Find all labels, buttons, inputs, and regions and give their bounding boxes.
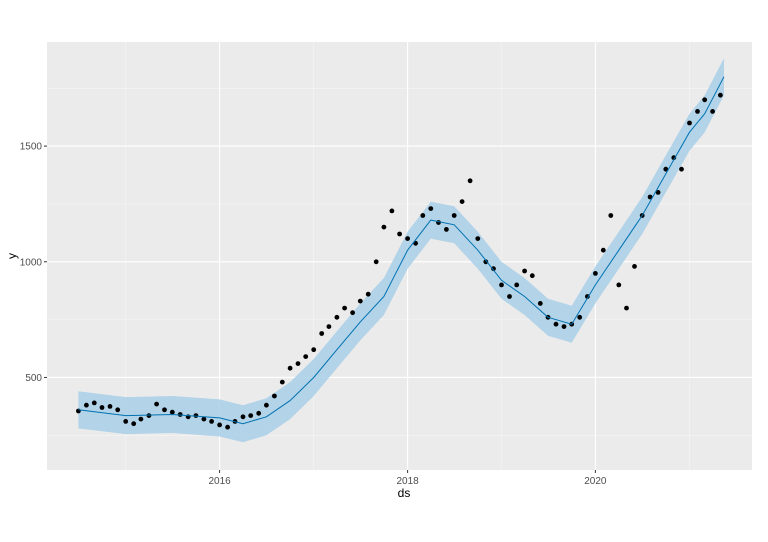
- data-point: [357, 298, 363, 304]
- data-point: [240, 414, 246, 420]
- data-point: [326, 324, 332, 329]
- data-point: [107, 404, 113, 409]
- data-point: [397, 231, 402, 237]
- data-point: [679, 166, 684, 172]
- data-point: [577, 314, 583, 320]
- data-point: [248, 413, 254, 418]
- data-point: [537, 301, 543, 306]
- data-point: [154, 401, 160, 407]
- y-tick-label: 500: [25, 373, 42, 384]
- data-point: [264, 402, 269, 408]
- data-point: [311, 347, 317, 353]
- data-point: [459, 199, 465, 205]
- data-point: [483, 259, 489, 265]
- data-point: [529, 273, 535, 279]
- data-point: [84, 402, 89, 408]
- data-point: [162, 407, 167, 413]
- data-point: [499, 282, 504, 288]
- x-tick-label: 2016: [208, 476, 231, 487]
- data-point: [663, 166, 669, 172]
- data-point: [217, 422, 223, 428]
- data-point: [608, 213, 614, 218]
- data-point: [91, 400, 97, 406]
- data-point: [303, 354, 309, 359]
- data-point: [138, 416, 144, 422]
- data-point: [177, 412, 183, 417]
- data-point: [334, 314, 340, 320]
- data-point: [522, 268, 527, 274]
- data-point: [561, 324, 567, 329]
- y-axis-title: y: [5, 253, 19, 259]
- data-point: [272, 393, 277, 399]
- data-point: [405, 236, 410, 242]
- y-tick-label: 1500: [20, 142, 43, 153]
- data-point: [381, 224, 387, 230]
- data-point: [76, 408, 81, 414]
- data-point: [710, 109, 715, 114]
- data-point: [373, 259, 379, 265]
- data-point: [655, 190, 661, 195]
- data-point: [491, 266, 496, 272]
- data-point: [209, 419, 215, 424]
- data-point: [342, 305, 347, 311]
- data-point: [600, 247, 606, 253]
- data-point: [225, 424, 231, 430]
- y-tick-label: 1000: [20, 257, 43, 268]
- y-axis-ticks: 500 1000 1500: [20, 142, 47, 384]
- data-point: [279, 379, 285, 385]
- data-point: [687, 120, 692, 126]
- data-point: [350, 310, 355, 316]
- data-point: [624, 305, 629, 311]
- x-tick-label: 2020: [584, 476, 607, 487]
- data-point: [718, 92, 723, 98]
- data-point: [256, 410, 262, 416]
- x-tick-label: 2018: [396, 476, 419, 487]
- uncertainty-interval-band: [78, 58, 724, 443]
- data-point: [593, 271, 598, 276]
- data-point: [131, 421, 137, 427]
- data-point: [467, 178, 473, 184]
- x-axis-title: ds: [398, 486, 411, 500]
- data-point: [319, 331, 325, 336]
- data-point: [115, 407, 121, 413]
- data-point: [287, 365, 293, 371]
- data-point: [647, 194, 653, 200]
- data-point: [616, 282, 622, 288]
- data-point: [146, 413, 152, 418]
- data-point: [702, 97, 708, 103]
- data-point: [695, 109, 700, 114]
- data-point: [420, 213, 426, 218]
- data-point: [671, 155, 677, 161]
- data-point: [193, 413, 199, 418]
- data-point: [295, 361, 301, 366]
- data-point: [475, 236, 481, 242]
- data-point: [428, 206, 434, 212]
- x-axis-ticks: 2016 2018 2020: [208, 470, 607, 487]
- data-point: [365, 291, 371, 297]
- data-point: [201, 416, 207, 422]
- data-point: [553, 321, 559, 327]
- forecast-line: [78, 76, 725, 425]
- data-point: [123, 419, 129, 424]
- data-point: [169, 409, 175, 415]
- data-point: [507, 294, 512, 299]
- data-point: [389, 208, 395, 214]
- data-point: [514, 282, 520, 288]
- data-point: [99, 405, 105, 410]
- data-point: [444, 227, 449, 232]
- grid-minor-lines: [47, 42, 752, 470]
- data-point: [451, 213, 457, 218]
- data-point: [632, 264, 637, 269]
